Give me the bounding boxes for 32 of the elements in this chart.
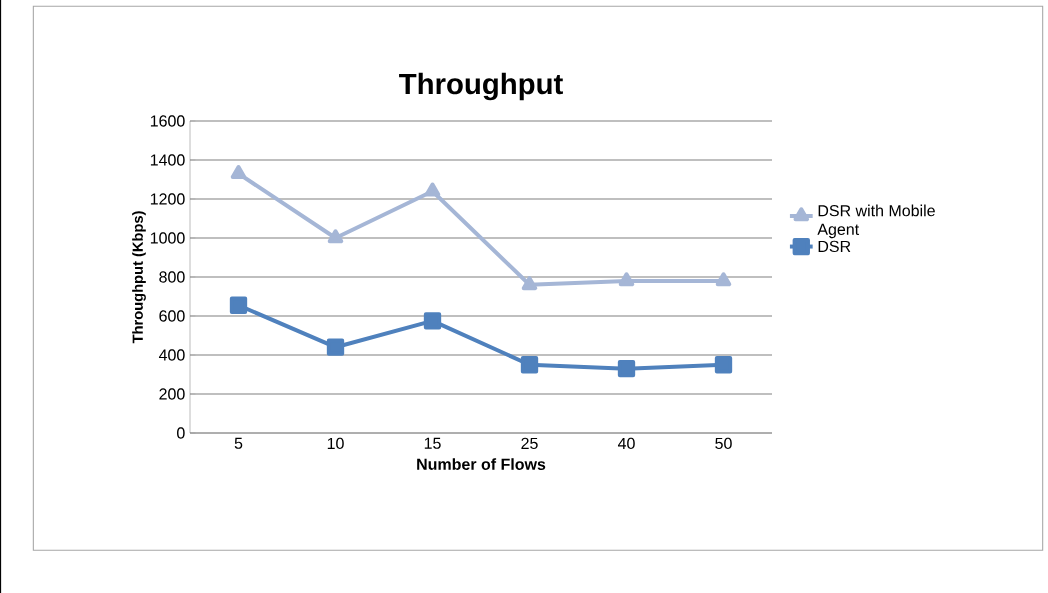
legend-label: DSR with Mobile Agent bbox=[817, 204, 935, 239]
x-tick-label: 50 bbox=[715, 437, 732, 450]
point bbox=[326, 338, 345, 356]
y-tick-label: 600 bbox=[159, 310, 185, 322]
point bbox=[521, 276, 538, 291]
y-tick-label: 0 bbox=[177, 427, 185, 439]
y-tick-label: 400 bbox=[158, 349, 185, 361]
point bbox=[714, 356, 733, 374]
y-tick-label: 200 bbox=[159, 388, 185, 400]
point bbox=[423, 312, 442, 330]
x-tick-label: 5 bbox=[234, 437, 243, 449]
x-tick-label: 25 bbox=[521, 437, 538, 450]
y-tick-label: 1000 bbox=[150, 232, 185, 244]
point bbox=[424, 182, 441, 197]
chart-title: Throughput bbox=[399, 72, 563, 101]
x-tick-label: 15 bbox=[424, 437, 441, 449]
y-tick-label: 1400 bbox=[150, 154, 185, 166]
legend-label: DSR bbox=[818, 240, 851, 253]
point bbox=[520, 356, 539, 374]
x-tick-label: 40 bbox=[617, 437, 635, 450]
x-tick-label: 10 bbox=[327, 437, 344, 450]
point bbox=[230, 164, 247, 179]
x-axis-title: Number of Flows bbox=[417, 458, 546, 470]
y-tick-label: 1600 bbox=[150, 115, 185, 127]
point bbox=[617, 359, 636, 378]
point bbox=[715, 272, 732, 287]
y-axis-title: Throughput (Kbps) bbox=[132, 211, 146, 344]
point bbox=[327, 229, 344, 244]
y-tick-label: 1200 bbox=[150, 193, 185, 205]
point bbox=[229, 296, 248, 314]
y-tick-label: 800 bbox=[159, 271, 185, 283]
point bbox=[618, 272, 635, 287]
